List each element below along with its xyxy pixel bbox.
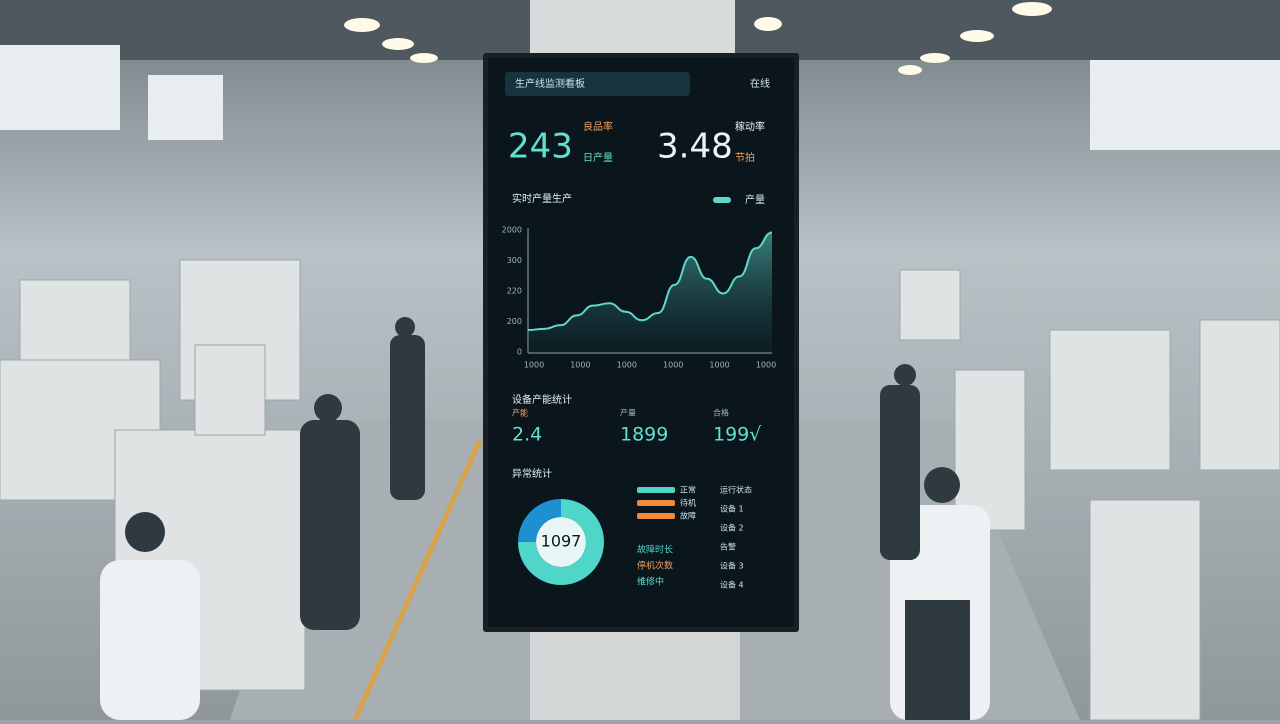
header-bar [505, 72, 690, 96]
y-tick-label: 300 [507, 256, 522, 265]
note: 运行状态 [720, 485, 752, 495]
note: 维修中 [637, 576, 664, 588]
kpi-label: 良品率 [583, 120, 613, 133]
x-tick-label: 1000 [524, 361, 544, 370]
chart-title: 实时产量生产 [512, 192, 572, 205]
donut-segment [518, 499, 604, 585]
legend-swatch [713, 197, 731, 203]
y-tick-label: 0 [517, 348, 522, 357]
y-tick-label: 200 [507, 317, 522, 326]
x-tick-label: 1000 [709, 361, 729, 370]
stat-label: 产量 [620, 408, 636, 418]
stat-value: 2.4 [512, 424, 542, 446]
lights [344, 2, 1052, 75]
floor-line [352, 438, 483, 722]
stats-title: 设备产能统计 [512, 393, 572, 406]
note: 告警 [720, 542, 736, 552]
x-tick-label: 1000 [663, 361, 683, 370]
header-title: 生产线监测看板 [515, 77, 585, 90]
note: 停机次数 [637, 560, 673, 572]
legend-label: 待机 [680, 498, 696, 508]
note: 设备 2 [720, 523, 744, 533]
pole-top [530, 0, 735, 58]
x-tick-label: 1000 [570, 361, 590, 370]
stat-value: 199√ [713, 424, 762, 446]
legend-label: 正常 [680, 486, 696, 495]
pole-bottom [530, 628, 740, 720]
line [527, 231, 773, 332]
stat-value: 1899 [620, 424, 668, 446]
kpi-value: 3.48 [657, 127, 733, 167]
y-tick-label: 2000 [502, 226, 522, 235]
donut-hole [536, 517, 586, 567]
kpi-label: 稼动率 [735, 120, 765, 133]
legend-label: 故障 [680, 511, 696, 521]
x-tick-label: 1000 [756, 361, 776, 370]
windows [0, 45, 1280, 150]
stat-label: 产能 [512, 408, 528, 418]
legend-swatch [637, 500, 675, 506]
x-tick-label: 1000 [617, 361, 637, 370]
note: 设备 4 [720, 580, 744, 590]
machines [0, 259, 1280, 721]
kpi-value: 243 [508, 127, 573, 167]
stat-label: 合格 [713, 408, 729, 418]
area [528, 232, 772, 352]
kpi-note: 日产量 [583, 151, 613, 164]
note: 设备 1 [720, 504, 744, 514]
y-tick-label: 220 [507, 287, 522, 296]
header-status: 在线 [750, 77, 770, 90]
note: 故障时长 [637, 544, 673, 556]
legend-swatch [637, 513, 675, 519]
donut-title: 异常统计 [512, 467, 552, 480]
kpi-note: 节拍 [735, 151, 755, 164]
people [100, 317, 990, 720]
note: 设备 3 [720, 561, 744, 571]
donut-center: 1097 [541, 532, 582, 551]
legend-swatch [637, 487, 675, 493]
legend-label: 产量 [745, 193, 765, 206]
